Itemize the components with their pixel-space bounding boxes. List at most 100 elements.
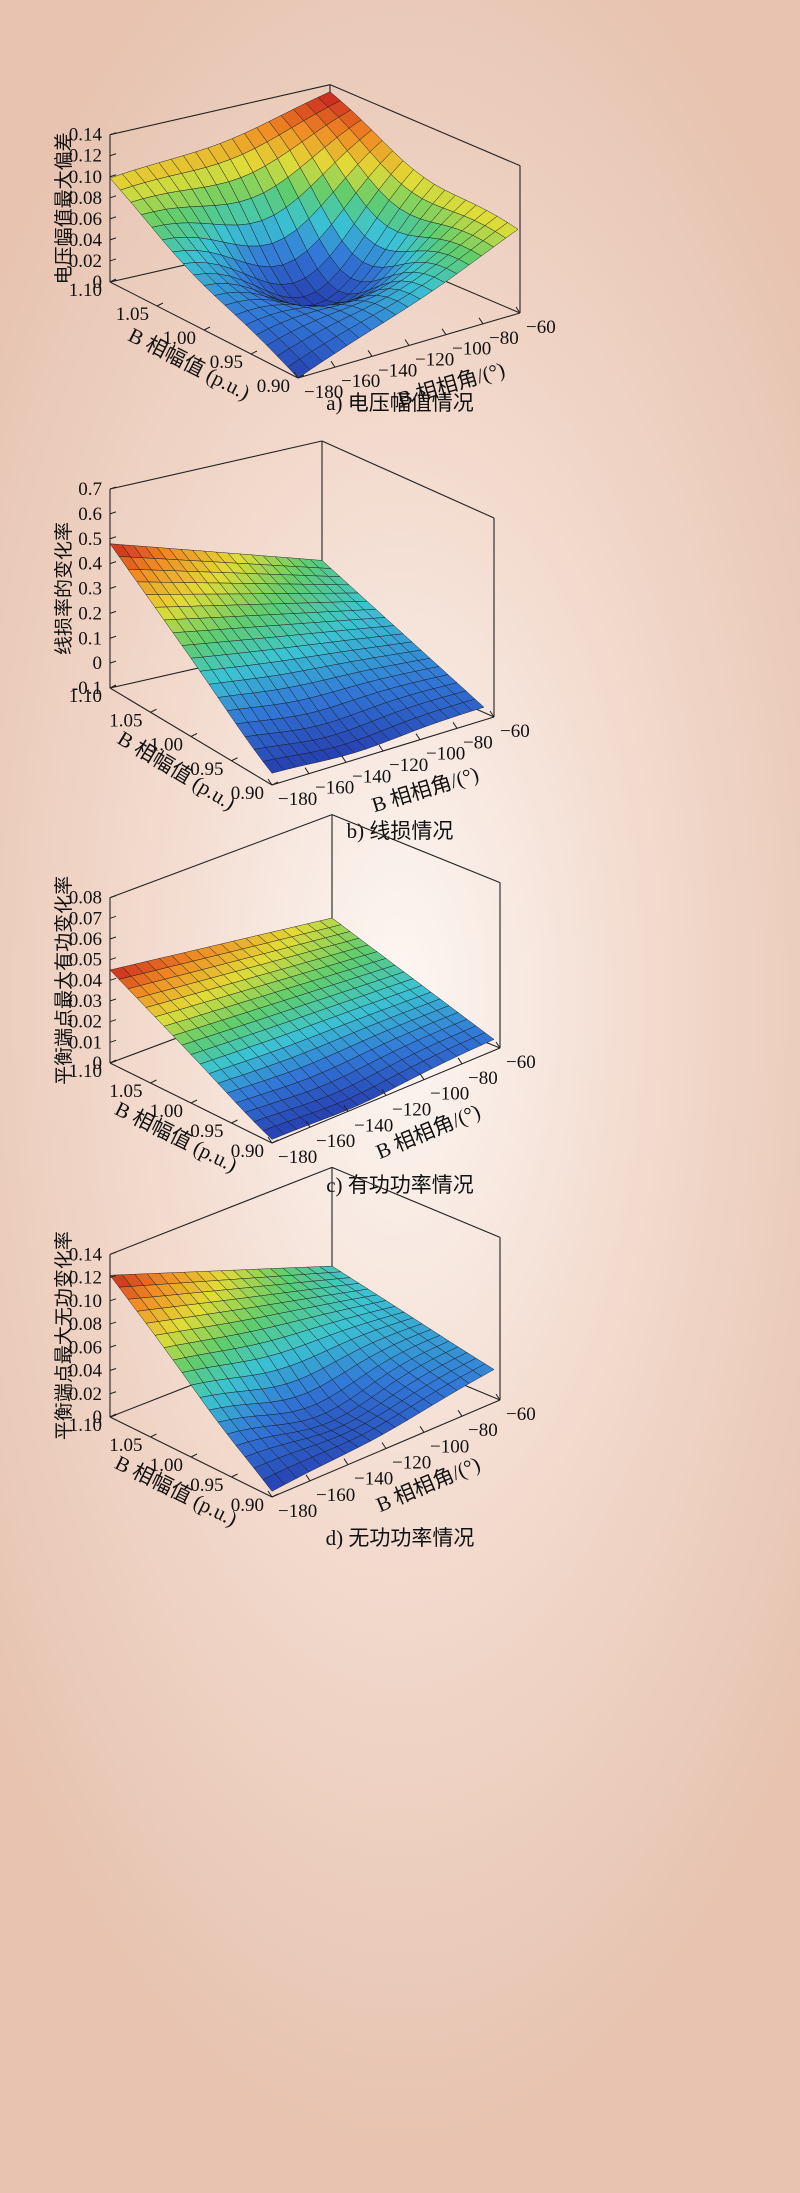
- z-tick-label: 0.04: [69, 230, 103, 251]
- y-tick-label: −60: [526, 317, 556, 338]
- z-tick-label: 0.08: [69, 188, 102, 209]
- y-tick-label: −80: [468, 1420, 498, 1441]
- chart-d: 00.020.04 0.060.080.100.12 0.14 1.10 1.05 1.0…: [53, 1166, 536, 1550]
- z-tick-label: 0: [93, 272, 103, 293]
- z-tick-label: 0.7: [78, 479, 102, 500]
- x-tick-label: 1.00: [150, 1101, 183, 1122]
- z-tick-label: 0.12: [69, 146, 102, 167]
- z-tick: [109, 153, 117, 157]
- y-tick: [267, 778, 273, 786]
- z-tick-label: 0.06: [69, 929, 102, 950]
- x-tick-label: 1.10: [69, 280, 102, 301]
- x-tick-label: 0.90: [231, 783, 264, 804]
- y-tick-label: −160: [316, 1131, 355, 1152]
- z-tick-label: 0.02: [69, 1012, 102, 1033]
- z-tick-label: 0.14: [69, 1244, 103, 1265]
- z-tick-label: 0.2: [78, 603, 102, 624]
- z-tick: [109, 486, 117, 490]
- back-edge-line: [331, 1166, 501, 1238]
- z-tick: [109, 1368, 117, 1371]
- z-tick-label: 0: [93, 653, 103, 674]
- z-axis-label: 线损率的变化率: [53, 522, 75, 655]
- z-tick: [109, 610, 117, 614]
- y-tick-label: −180: [304, 382, 343, 403]
- z-tick-label: 0.05: [69, 950, 102, 971]
- z-tick: [109, 1321, 117, 1325]
- y-tick-label: −60: [506, 1052, 536, 1073]
- z-tick: [109, 1275, 117, 1279]
- back-edge-line: [331, 814, 501, 884]
- x-tick-label: 1.05: [109, 1435, 142, 1456]
- y-tick-label: −100: [426, 744, 465, 765]
- surface: [109, 91, 519, 379]
- x-tick-label: 1.00: [150, 735, 183, 756]
- z-tick: [109, 174, 117, 178]
- z-tick: [109, 1251, 117, 1255]
- x-tick: [231, 1119, 238, 1124]
- z-tick: [109, 635, 117, 639]
- surface-patch: [262, 758, 285, 774]
- chart-c: 00.010.020.030.040.050.060.070.08 1.10 1.0…: [53, 814, 536, 1197]
- y-tick: [267, 1136, 273, 1144]
- x-tick: [190, 1453, 198, 1458]
- x-tick-label: 1.10: [69, 1415, 102, 1436]
- x-tick-label: 1.05: [109, 710, 142, 731]
- surface: [109, 1265, 495, 1492]
- y-tick: [457, 1409, 463, 1417]
- z-tick-label: 0.6: [78, 504, 102, 525]
- x-tick-label: 1.00: [163, 328, 196, 349]
- z-tick-label: 0.07: [69, 908, 102, 929]
- y-tick-label: −180: [278, 1147, 317, 1168]
- y-tick: [343, 1105, 349, 1112]
- z-axis-label: 平衡端点最大无功变化率: [53, 1231, 75, 1440]
- y-tick: [478, 317, 484, 325]
- z-tick: [109, 977, 117, 981]
- x-tick-label: 1.10: [69, 1061, 102, 1082]
- back-edge-line: [109, 1166, 333, 1255]
- y-tick-label: −100: [430, 1436, 469, 1457]
- z-tick-label: 0: [93, 1407, 103, 1428]
- back-edge-line: [109, 84, 331, 136]
- y-tick: [267, 1490, 273, 1498]
- z-tick-label: 0.4: [78, 554, 102, 575]
- y-tick-label: −80: [468, 1068, 498, 1089]
- x-tick-label: 0.95: [190, 759, 223, 780]
- x-tick-label: 0.95: [190, 1121, 223, 1142]
- z-tick-label: 0.10: [69, 167, 102, 188]
- z-tick: [109, 1019, 117, 1023]
- caption: b) 线损情况: [347, 819, 454, 843]
- z-tick-label: 0.04: [69, 1361, 103, 1382]
- z-tick: [109, 216, 117, 220]
- surface-patch: [262, 1473, 285, 1492]
- y-tick-label: −140: [352, 766, 391, 787]
- z-tick-label: 0.04: [69, 970, 103, 991]
- x-tick-label: 0.90: [231, 1495, 264, 1516]
- x-tick: [297, 374, 305, 379]
- x-tick: [190, 733, 198, 737]
- x-tick-label: 1.05: [116, 304, 149, 325]
- z-tick-label: 0.03: [69, 991, 102, 1012]
- chart-b: -0.1 0 0.1 0.2 0.3 0.4 0.5 0.6 0.7 1.10 1.05 1.00 0.…: [53, 440, 530, 843]
- z-tick-label: 0.02: [69, 1384, 102, 1405]
- y-tick: [305, 1474, 311, 1482]
- z-tick-label: 0.12: [69, 1268, 102, 1289]
- y-tick-label: −100: [430, 1084, 469, 1105]
- z-tick: [109, 536, 117, 540]
- x-tick-label: 0.90: [257, 376, 290, 397]
- x-tick: [231, 757, 238, 762]
- y-tick-label: −180: [278, 789, 317, 810]
- y-tick-label: −120: [415, 350, 454, 371]
- z-axis-label: 平衡端点最大有功变化率: [53, 876, 75, 1085]
- y-tick: [343, 1458, 349, 1465]
- x-tick-label: 1.00: [150, 1455, 183, 1476]
- z-tick-label: 0.06: [69, 1337, 102, 1358]
- back-edge-line: [109, 814, 333, 899]
- y-tick: [419, 1426, 425, 1433]
- y-tick-label: −160: [315, 778, 354, 799]
- y-tick: [457, 1057, 463, 1065]
- z-tick: [109, 936, 117, 940]
- back-edge-line: [109, 440, 323, 490]
- x-tick: [150, 1433, 157, 1438]
- caption: c) 有功功率情况: [326, 1173, 474, 1197]
- y-tick: [381, 1089, 387, 1096]
